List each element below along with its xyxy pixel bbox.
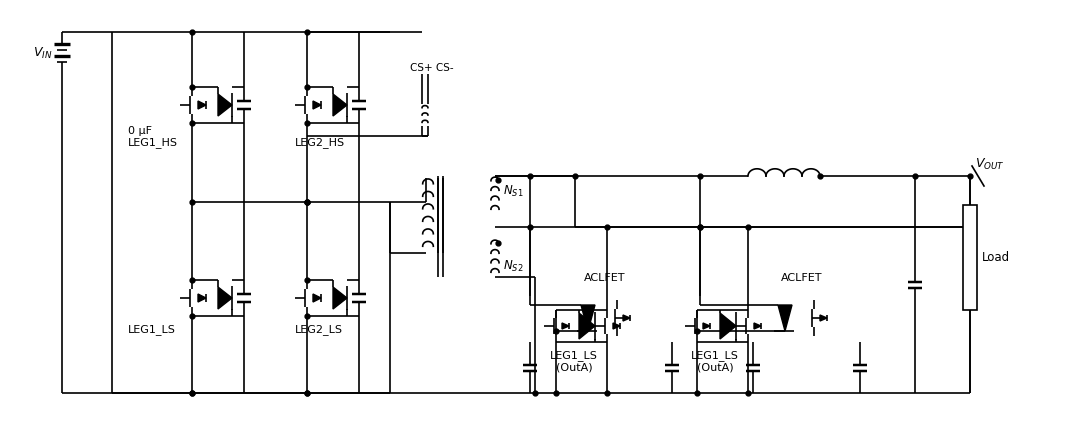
Text: 0 μF: 0 μF [129, 126, 152, 136]
Polygon shape [562, 323, 569, 329]
Polygon shape [703, 323, 710, 329]
Polygon shape [313, 294, 321, 302]
Text: LEG2_HS: LEG2_HS [295, 138, 346, 148]
Text: $N_{S2}$: $N_{S2}$ [503, 258, 524, 274]
Text: CS+ CS-: CS+ CS- [410, 63, 454, 73]
Text: $N_{S1}$: $N_{S1}$ [503, 184, 524, 198]
Polygon shape [198, 294, 206, 302]
Polygon shape [313, 101, 321, 109]
Text: ACLFET: ACLFET [781, 273, 823, 283]
Polygon shape [720, 313, 735, 339]
Text: LEG1_LS: LEG1_LS [129, 325, 176, 335]
Polygon shape [333, 94, 347, 116]
Polygon shape [333, 287, 347, 309]
Polygon shape [754, 323, 761, 329]
Text: LEG1_HS: LEG1_HS [129, 138, 178, 148]
Polygon shape [579, 313, 595, 339]
Text: LEG2_LS: LEG2_LS [295, 325, 343, 335]
Polygon shape [613, 323, 620, 329]
Text: ACLFET: ACLFET [584, 273, 625, 283]
Text: (OutA): (OutA) [556, 363, 592, 373]
Text: LEG1_LS: LEG1_LS [691, 351, 739, 361]
Bar [963, 205, 977, 310]
Polygon shape [623, 315, 630, 321]
Text: $V_{OUT}$: $V_{OUT}$ [975, 156, 1004, 172]
Text: LEG1_LS: LEG1_LS [550, 351, 598, 361]
Polygon shape [581, 305, 595, 331]
Polygon shape [820, 315, 827, 321]
Polygon shape [218, 94, 232, 116]
Polygon shape [198, 101, 206, 109]
Text: (OutA): (OutA) [697, 363, 733, 373]
Polygon shape [778, 305, 792, 331]
Polygon shape [218, 287, 232, 309]
Text: $V_{IN}$: $V_{IN}$ [32, 45, 52, 60]
Text: Load: Load [982, 251, 1010, 264]
